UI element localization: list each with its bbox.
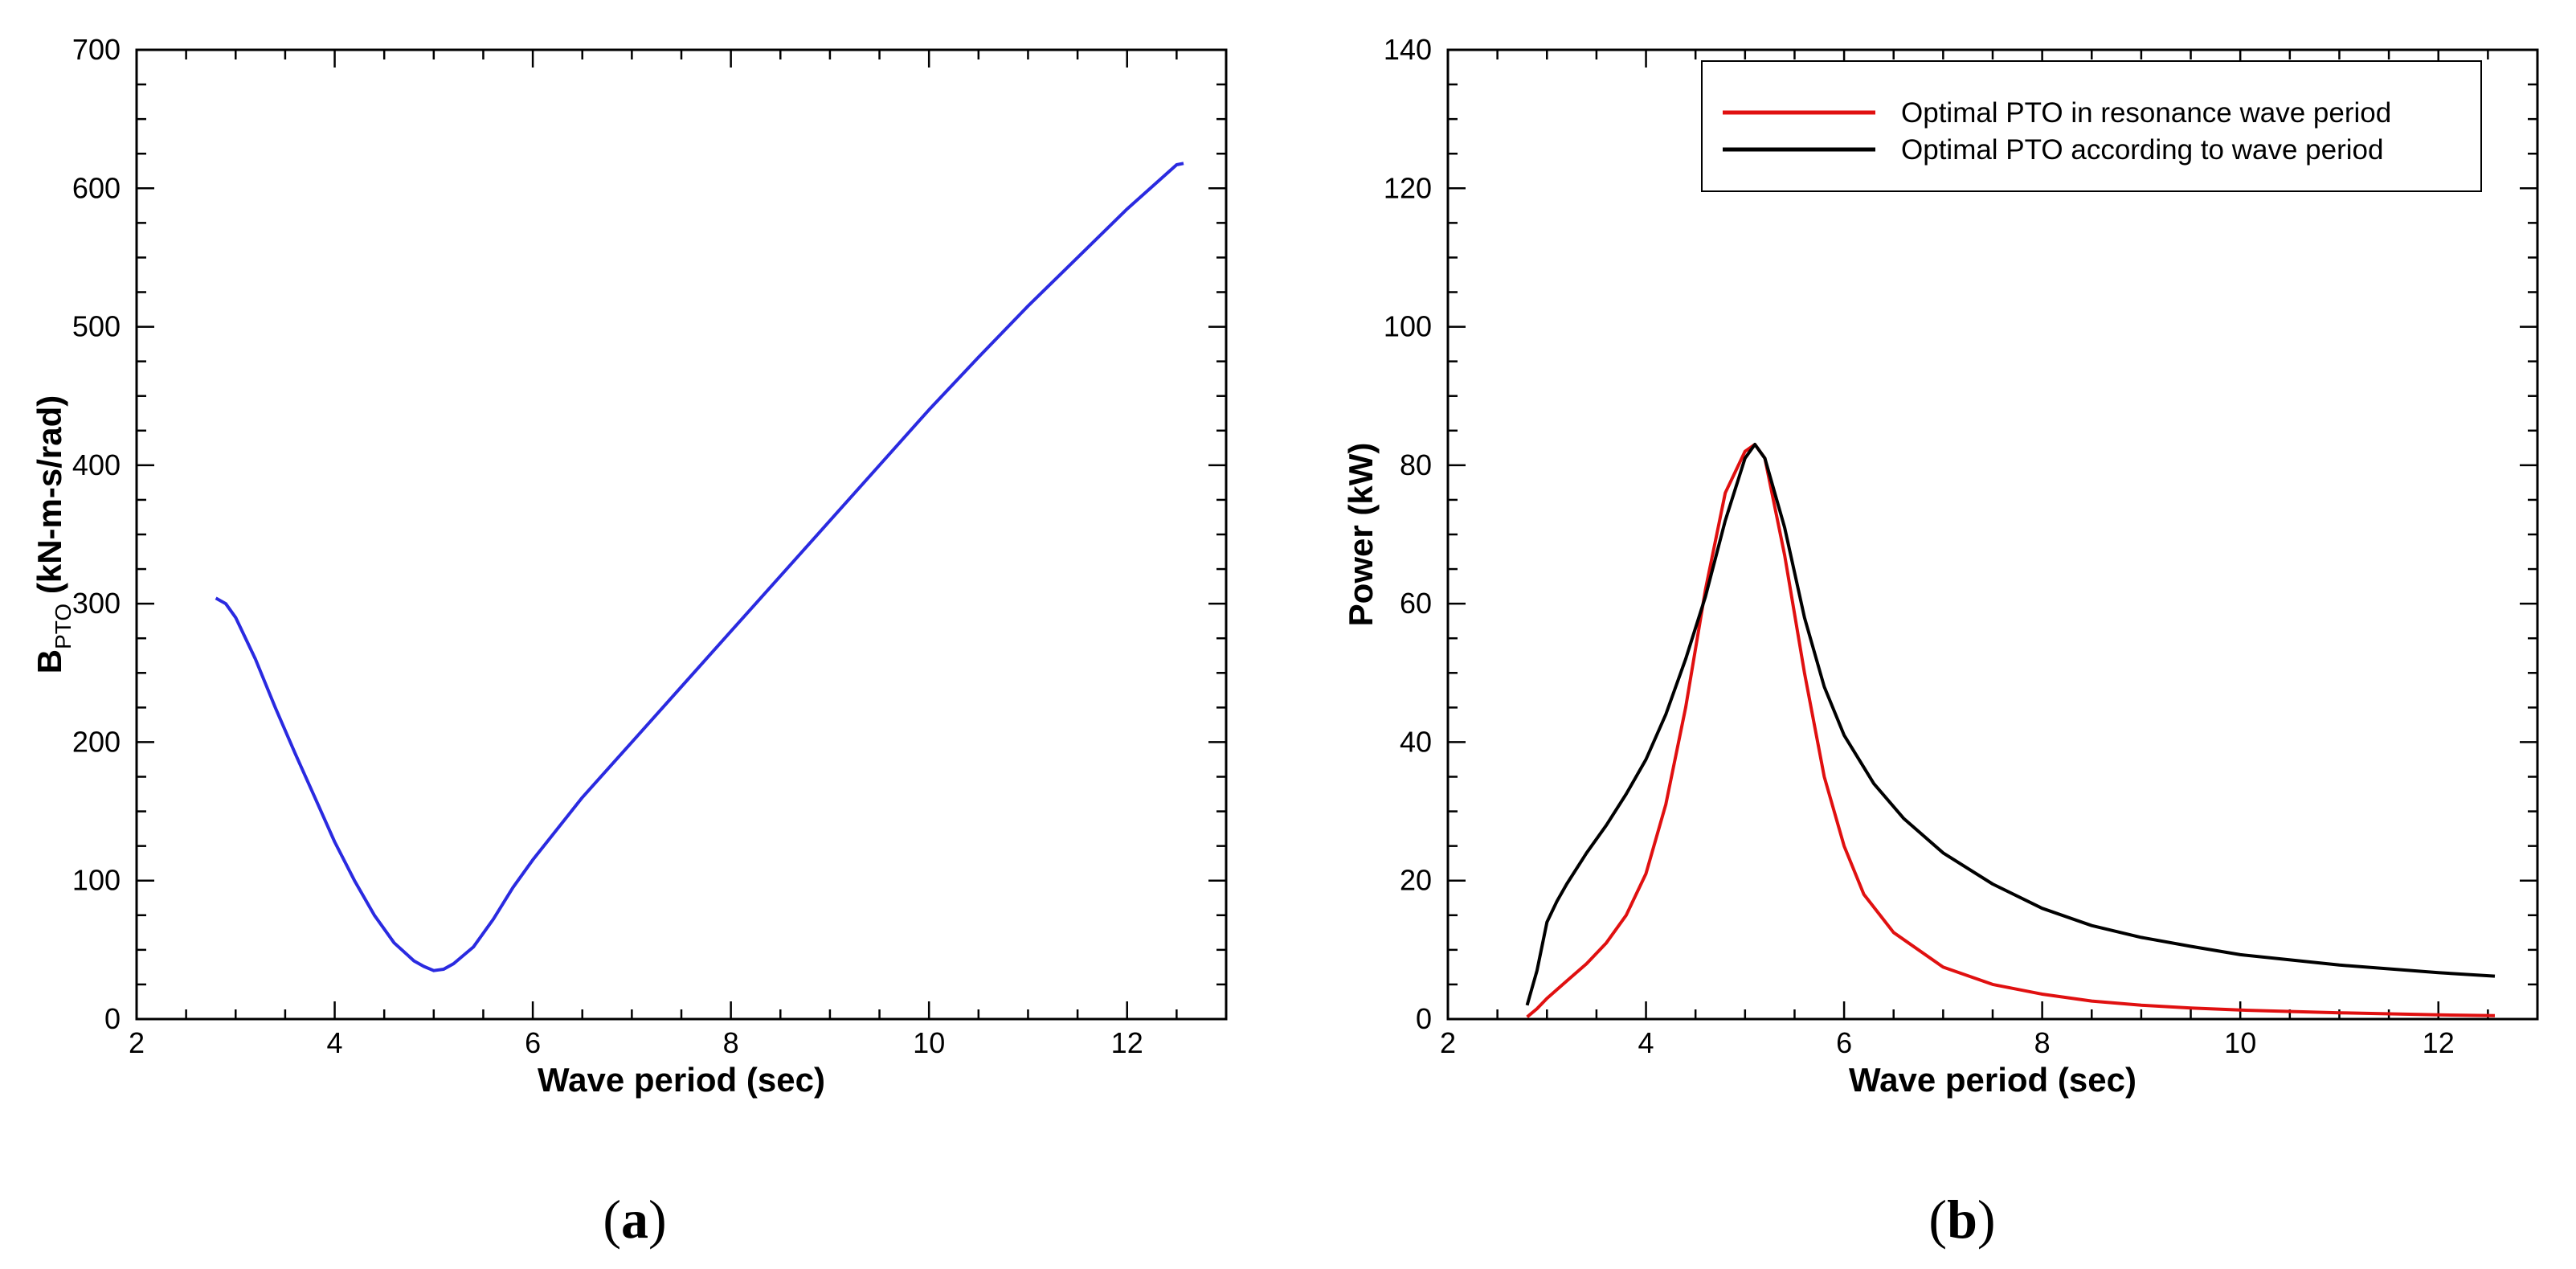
chart-a-caption: (a) [603, 1189, 666, 1250]
chart-a-y-tick-label: 400 [72, 448, 121, 481]
chart-b-ticks [1446, 48, 2539, 1021]
chart-b-x-tick-label: 10 [2224, 1026, 2256, 1059]
chart-b-x-tick-label: 4 [1638, 1026, 1654, 1059]
chart-a-caption-letter: a [621, 1189, 648, 1250]
chart-b-series-line-0 [1526, 443, 2496, 1018]
chart-b-y-tick-label: 0 [1416, 1002, 1432, 1035]
chart-a-caption-open: ( [603, 1189, 621, 1250]
chart-a-y-axis-title-subscript: PTO [51, 604, 76, 649]
chart-b-caption-letter: b [1947, 1189, 1977, 1250]
chart-a-lines [215, 162, 1184, 972]
chart-b-caption-close: ) [1977, 1189, 1996, 1250]
chart-a-x-tick-label: 6 [525, 1026, 541, 1059]
chart-b-legend-label: Optimal PTO according to wave period [1901, 134, 2383, 166]
chart-a-x-tick-label: 2 [129, 1026, 145, 1059]
chart-b-y-tick-label: 120 [1384, 171, 1432, 204]
chart-a-plot-frame [135, 48, 1228, 1021]
chart-a-y-axis-title-main: B [31, 649, 68, 673]
chart-b: 0 20 40 60 80 100 120 140 2 4 6 8 10 12 … [1342, 33, 2539, 1250]
chart-b-y-tick-label: 20 [1400, 864, 1432, 897]
chart-a-y-tick-label: 200 [72, 725, 121, 758]
chart-b-x-tick-labels: 2 4 6 8 10 12 [1440, 1026, 2455, 1059]
chart-a-y-tick-labels: 0 100 200 300 400 500 600 700 [72, 33, 121, 1035]
chart-b-y-tick-labels: 0 20 40 60 80 100 120 140 [1384, 33, 1432, 1035]
chart-b-x-tick-label: 6 [1836, 1026, 1852, 1059]
chart-b-y-tick-label: 100 [1384, 310, 1432, 343]
chart-a-y-axis-title-rest: (kN-m-s/rad) [31, 395, 68, 604]
chart-a-x-tick-labels: 2 4 6 8 10 12 [129, 1026, 1143, 1059]
chart-a-y-tick-label: 600 [72, 171, 121, 204]
chart-b-y-tick-label: 80 [1400, 448, 1432, 481]
chart-b-x-tick-label: 2 [1440, 1026, 1456, 1059]
chart-b-y-tick-label: 40 [1400, 725, 1432, 758]
chart-a-x-axis-title: Wave period (sec) [538, 1061, 825, 1099]
chart-a-series-line-0 [215, 162, 1184, 972]
chart-b-y-tick-label: 140 [1384, 33, 1432, 66]
chart-b-legend-box [1701, 60, 2482, 192]
chart-b-legend: Optimal PTO in resonance wave period Opt… [1701, 60, 2482, 192]
chart-a-y-tick-label: 100 [72, 864, 121, 897]
chart-b-y-tick-label: 60 [1400, 587, 1432, 620]
chart-a-y-tick-label: 700 [72, 33, 121, 66]
chart-b-y-axis-title: Power (kW) [1342, 443, 1380, 627]
chart-b-caption: (b) [1928, 1189, 1995, 1250]
chart-a-caption-close: ) [648, 1189, 667, 1250]
chart-a-y-axis-title: BPTO (kN-m-s/rad) [31, 395, 76, 673]
chart-a: 0 100 200 300 400 500 600 700 2 4 6 8 10… [31, 33, 1228, 1250]
chart-a-x-tick-label: 10 [913, 1026, 945, 1059]
chart-b-legend-label: Optimal PTO in resonance wave period [1901, 97, 2391, 129]
chart-b-x-tick-label: 12 [2423, 1026, 2455, 1059]
chart-b-series-line-1 [1525, 443, 2496, 1006]
chart-a-x-tick-label: 12 [1111, 1026, 1143, 1059]
chart-a-ticks [135, 48, 1228, 1021]
chart-b-x-axis-title: Wave period (sec) [1849, 1061, 2136, 1099]
chart-a-y-tick-label: 500 [72, 310, 121, 343]
chart-a-y-tick-label: 300 [72, 587, 121, 620]
chart-a-x-tick-label: 4 [326, 1026, 342, 1059]
chart-a-x-tick-label: 8 [723, 1026, 739, 1059]
chart-b-plot-frame [1446, 48, 2539, 1021]
chart-b-lines [1525, 443, 2496, 1018]
chart-b-caption-open: ( [1928, 1189, 1947, 1250]
chart-a-y-tick-label: 0 [104, 1002, 121, 1035]
chart-b-x-tick-label: 8 [2034, 1026, 2051, 1059]
